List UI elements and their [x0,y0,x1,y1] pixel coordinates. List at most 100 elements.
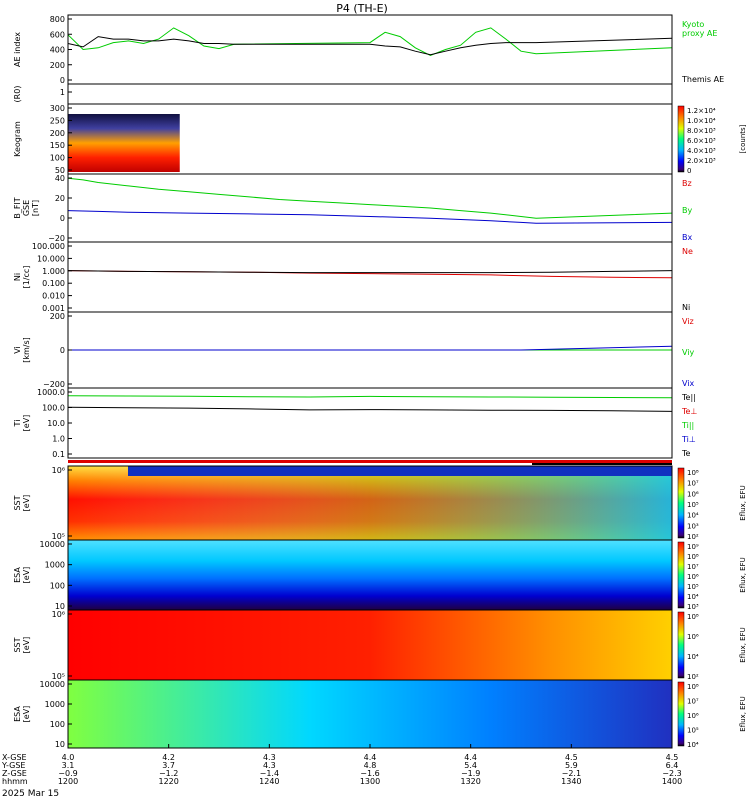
y-tick-label: 100.000 [32,242,65,251]
y-tick-label: 10000 [40,540,65,549]
colorbar-tick-label: 10⁵ [687,501,699,509]
y-axis-label: ESA [13,567,22,583]
y-tick-label: 200 [50,312,65,321]
y-tick-label: 1000 [45,700,65,709]
colorbar-tick-label: 10⁶ [687,712,699,720]
x-tick-label: 6.4 [666,761,679,770]
y-axis-label: SST [13,637,22,652]
y-tick-label: 250 [50,116,65,125]
sst-ion-spectrogram [68,610,672,680]
x-tick-label: −1.2 [159,769,178,778]
y-tick-label: 0 [60,346,65,355]
y-tick-label: 300 [50,104,65,113]
colorbar-tick-label: 1.0×10⁴ [687,117,716,125]
legend-entry: Te⊥ [681,407,697,416]
colorbar-sst_electron [677,467,685,539]
y-axis-label: (R0) [13,86,22,103]
legend-entry: Ti|| [681,421,694,430]
legend-entry: Te [681,449,691,458]
y-tick-label: 10000 [40,680,65,689]
legend-entry: Bz [682,179,692,188]
status-bar-red [68,460,672,463]
x-tick-label: 4.5 [565,753,578,762]
series-line-temperature-2 [67,395,673,399]
y-tick-label: 600 [50,30,65,39]
x-tick-label: 5.9 [565,761,578,770]
y-axis-label: GSE [22,200,31,216]
legend-entry: Viz [682,317,694,326]
x-tick-label: −1.9 [461,769,480,778]
colorbar-tick-label: 6.0×10³ [687,137,716,145]
chart-title: P4 (TH-E) [336,2,388,15]
panel-frame-keogram_axis [67,83,673,105]
x-tick-label: 4.0 [62,753,75,762]
y-axis-label: AE index [13,32,22,67]
colorbar-label: [counts] [739,124,747,153]
y-tick-label: 400 [50,46,65,55]
legend-entry: Ti⊥ [681,435,696,444]
legend-entry: Ni [682,303,690,312]
y-axis-label: [eV] [22,637,31,654]
y-tick-label: 10⁶ [52,466,65,475]
legend-entry: Vix [682,379,695,388]
y-axis-label: [km/s] [22,337,31,363]
colorbar-sst_ion [677,611,685,679]
y-tick-label: 1.000 [42,267,65,276]
y-tick-label: 200 [50,61,65,70]
x-tick-label: 3.7 [162,761,175,770]
x-tick-label: 3.1 [62,761,75,770]
colorbar-tick-label: 10⁹ [687,543,699,551]
y-axis-label: [1/cc] [22,266,31,289]
x-tick-label: 4.8 [364,761,377,770]
colorbar-tick-label: 2.0×10³ [687,157,716,165]
x-tick-label: −1.6 [360,769,379,778]
legend-entry-sub: proxy AE [682,29,717,38]
colorbar-tick-label: 10⁷ [687,480,699,488]
y-tick-label: 40 [55,174,65,183]
y-tick-label: 1000 [45,561,65,570]
y-axis-label: SST [13,495,22,510]
colorbar-label: Eflux, EFU [739,557,747,592]
series-line-density-1 [67,270,673,274]
legend-entry: Te|| [681,393,696,402]
x-tick-label: 4.4 [464,753,477,762]
series-line-temperature-4 [67,406,673,412]
y-axis-label: [eV] [22,706,31,723]
colorbar-tick-label: 1.2×10⁴ [687,107,716,115]
x-tick-label: −2.1 [562,769,581,778]
y-tick-label: 200 [50,129,65,138]
y-tick-label: 10⁵ [52,672,65,681]
colorbar-tick-label: 0 [687,167,691,175]
legend-entry: Themis AE [681,75,724,84]
x-tick-label: −2.3 [662,769,681,778]
x-tick-label: 1200 [58,777,78,786]
panel-frame-temperature [67,387,673,459]
x-tick-label: 1220 [158,777,178,786]
x-tick-label: 5.4 [464,761,477,770]
x-axis-labels: X-GSEY-GSEZ-GSEhhmm4.03.1−0.912004.23.7−… [1,744,682,786]
x-tick-label: 4.4 [364,753,377,762]
y-tick-label: 100 [50,720,65,729]
y-tick-label: 10 [55,740,65,749]
colorbar-tick-label: 10⁴ [687,593,699,601]
date-label: 2025 Mar 15 [2,789,59,799]
x-tick-label: 4.2 [162,753,175,762]
y-tick-label: 1000.0 [37,388,65,397]
y-tick-label: 100 [50,154,65,163]
x-axis-row-label: Z-GSE [2,769,27,778]
colorbar-tick-label: 10⁸ [687,683,699,691]
y-axis-label: Ti [13,420,22,428]
colorbar-keogram [677,105,685,173]
y-axis-label: Vi [13,346,22,354]
colorbar-esa_ion [677,681,685,747]
colorbar-tick-label: 10⁸ [687,469,699,477]
y-tick-label: 10 [55,602,65,611]
x-axis-row-label: hhmm [2,777,28,786]
legend-entry: By [682,206,692,215]
x-tick-label: 4.3 [263,761,276,770]
colorbar-tick-label: 10⁵ [687,583,699,591]
y-axis-label: [nT] [31,200,40,216]
legend-entry: Viy [682,348,695,357]
y-tick-label: 20 [55,194,65,203]
